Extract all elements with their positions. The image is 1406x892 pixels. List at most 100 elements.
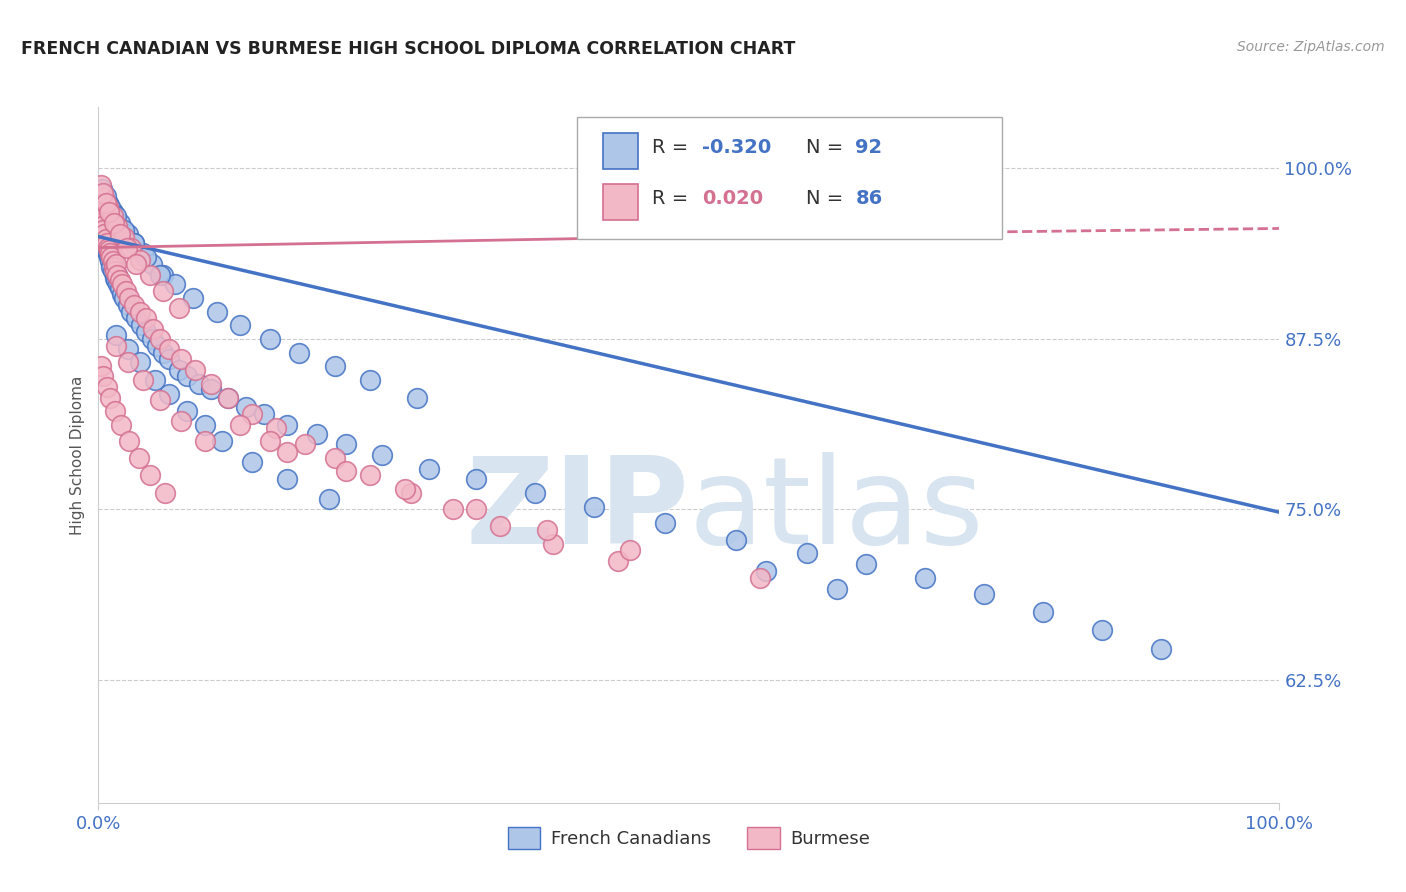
Point <box>229 417 252 432</box>
Point <box>294 437 316 451</box>
Point <box>217 391 239 405</box>
Point <box>108 281 131 295</box>
Point <box>93 191 115 205</box>
Point <box>104 270 127 285</box>
Point <box>725 533 748 547</box>
Text: N =: N = <box>806 189 849 208</box>
Point <box>200 376 222 391</box>
Point <box>111 277 134 292</box>
Point <box>276 417 298 432</box>
Y-axis label: High School Diploma: High School Diploma <box>69 376 84 534</box>
Point <box>103 216 125 230</box>
Point <box>100 260 122 274</box>
Point <box>371 448 394 462</box>
Point <box>141 257 163 271</box>
Point <box>112 229 135 244</box>
Point <box>149 268 172 282</box>
Point <box>139 468 162 483</box>
Point <box>128 355 150 369</box>
Text: ZIP: ZIP <box>465 452 689 569</box>
Point <box>135 250 157 264</box>
Point <box>1150 641 1173 656</box>
Point <box>855 557 877 571</box>
Point <box>205 304 228 318</box>
Text: R =: R = <box>652 138 695 157</box>
Point <box>122 298 145 312</box>
Point <box>259 332 281 346</box>
Point <box>654 516 676 530</box>
Point <box>335 437 357 451</box>
Point <box>93 227 115 241</box>
Point <box>465 502 488 516</box>
Point <box>115 241 138 255</box>
Point <box>240 455 263 469</box>
Point <box>90 359 112 374</box>
Point <box>125 311 148 326</box>
Point <box>117 355 139 369</box>
Point <box>89 216 111 230</box>
Point <box>128 252 150 267</box>
Point <box>107 277 129 292</box>
Point <box>524 486 547 500</box>
Point <box>98 391 121 405</box>
Point <box>176 368 198 383</box>
Point <box>217 391 239 405</box>
Point <box>264 420 287 434</box>
Text: N =: N = <box>806 138 849 157</box>
Point <box>406 391 429 405</box>
Point <box>105 209 128 223</box>
Point <box>583 500 606 514</box>
Point <box>755 564 778 578</box>
Point <box>90 209 112 223</box>
Point <box>135 311 157 326</box>
Point <box>105 327 128 342</box>
Text: 92: 92 <box>855 138 883 157</box>
Point <box>105 257 128 271</box>
Point <box>89 223 111 237</box>
Point <box>98 200 121 214</box>
Point <box>141 332 163 346</box>
Point <box>489 519 512 533</box>
Point <box>157 342 180 356</box>
Point <box>318 491 340 506</box>
Point <box>111 287 134 301</box>
Point <box>796 546 818 560</box>
Point <box>167 363 190 377</box>
Point <box>110 417 132 432</box>
Point <box>90 216 112 230</box>
Point <box>153 486 176 500</box>
Point <box>128 304 150 318</box>
Point <box>323 359 346 374</box>
Point <box>240 407 263 421</box>
Point <box>117 298 139 312</box>
Point <box>112 291 135 305</box>
Point <box>157 386 180 401</box>
Point <box>359 373 381 387</box>
Point <box>105 273 128 287</box>
Point <box>176 404 198 418</box>
Text: FRENCH CANADIAN VS BURMESE HIGH SCHOOL DIPLOMA CORRELATION CHART: FRENCH CANADIAN VS BURMESE HIGH SCHOOL D… <box>21 40 796 58</box>
Point <box>184 363 207 377</box>
Point <box>132 246 155 260</box>
Point <box>97 195 120 210</box>
Point <box>108 273 131 287</box>
Point <box>101 209 124 223</box>
Point <box>170 414 193 428</box>
Point <box>94 244 117 258</box>
Point <box>105 268 128 282</box>
Point <box>128 450 150 465</box>
Point <box>536 523 558 537</box>
Point <box>170 352 193 367</box>
Point <box>101 254 124 268</box>
Point <box>152 268 174 282</box>
Point <box>276 445 298 459</box>
Point <box>394 482 416 496</box>
Point <box>101 205 124 219</box>
Point <box>418 461 440 475</box>
Point <box>93 232 115 246</box>
Point <box>401 486 423 500</box>
Point <box>125 257 148 271</box>
Point <box>118 434 141 449</box>
Point <box>914 571 936 585</box>
Point <box>121 304 143 318</box>
